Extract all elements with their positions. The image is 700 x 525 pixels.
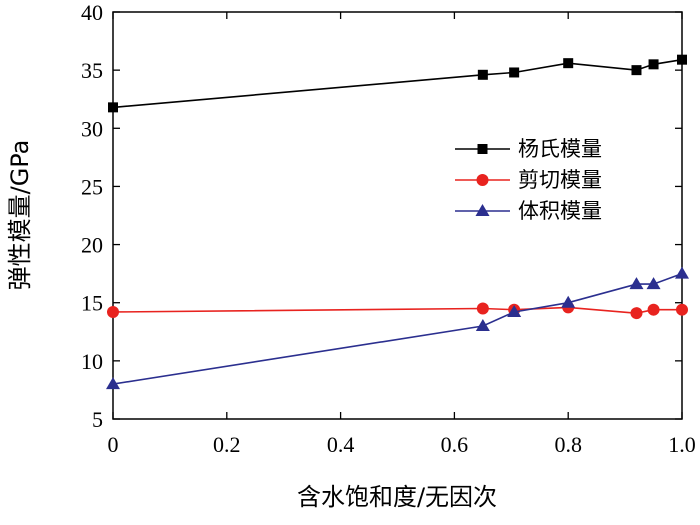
y-tick-label: 10 xyxy=(81,349,103,374)
series-line xyxy=(112,306,682,315)
y-tick-label: 20 xyxy=(81,233,103,258)
ticks: 0 0.2 0.4 0.6 0.8 1.0 5 10 15 20 25 30 35 40 xyxy=(81,0,696,457)
series xyxy=(106,54,689,390)
y-axis-title: 弹性模量/GPa xyxy=(6,140,34,291)
y-tick-label: 35 xyxy=(81,58,103,83)
legend-marker xyxy=(476,174,489,186)
data-point xyxy=(477,69,488,80)
legend-label: 体积模量 xyxy=(518,199,602,223)
series-line xyxy=(112,272,683,385)
data-point xyxy=(677,54,687,65)
plot-area-frame xyxy=(112,11,683,420)
data-point xyxy=(646,277,661,290)
y-tick-label: 15 xyxy=(81,291,103,316)
y-tick-label: 25 xyxy=(81,174,103,199)
legend-marker xyxy=(475,204,490,216)
data-point xyxy=(107,306,119,319)
data-point xyxy=(676,303,688,316)
series-line xyxy=(112,58,683,109)
y-tick-label: 5 xyxy=(92,407,103,432)
x-tick-label: 0.2 xyxy=(213,432,241,457)
data-point xyxy=(509,67,520,78)
x-tick-label: 0.6 xyxy=(441,432,469,457)
legend-marker xyxy=(477,144,488,154)
x-tick-label: 1.0 xyxy=(668,432,696,457)
data-point xyxy=(629,277,644,290)
data-point xyxy=(631,65,642,76)
data-point xyxy=(630,307,643,320)
data-point xyxy=(561,295,576,308)
y-tick-label: 30 xyxy=(81,116,103,141)
x-tick-label: 0.8 xyxy=(554,432,582,457)
x-tick-label: 0 xyxy=(108,432,119,457)
data-point xyxy=(647,303,660,316)
legend-label: 剪切模量 xyxy=(518,168,602,192)
data-point xyxy=(648,59,659,70)
data-point xyxy=(476,302,489,315)
data-point xyxy=(675,266,689,279)
y-tick-label: 40 xyxy=(81,0,103,25)
data-point xyxy=(507,305,522,318)
x-tick-label: 0.4 xyxy=(327,432,355,457)
data-point xyxy=(106,377,120,390)
legend-label: 杨氏模量 xyxy=(518,137,602,161)
x-axis-title: 含水饱和度/无因次 xyxy=(297,483,497,511)
data-point xyxy=(108,102,118,113)
data-point xyxy=(475,318,490,331)
data-point xyxy=(563,58,574,69)
